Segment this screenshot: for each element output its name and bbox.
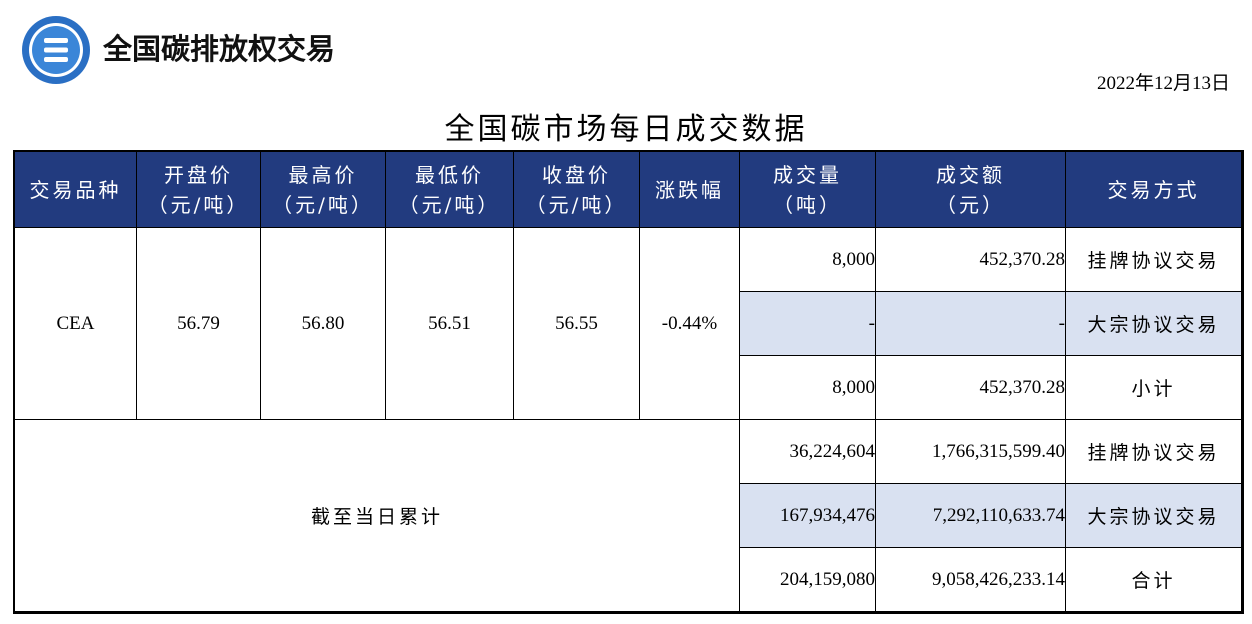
- header-high-label: 最高价: [288, 162, 358, 187]
- open-price-cell: 56.79: [136, 227, 261, 420]
- volume-cell: 167,934,476: [739, 483, 876, 548]
- header-low-unit: （元/吨）: [398, 192, 501, 217]
- cumulative-label: 截至当日累计: [14, 419, 740, 612]
- header-volume-unit: （吨）: [773, 192, 842, 217]
- high-price-cell: 56.80: [260, 227, 386, 420]
- product-cell: CEA: [14, 227, 137, 420]
- header-amount-unit: （元）: [936, 192, 1005, 217]
- trading-data-table: 交易品种 开盘价 （元/吨） 最高价 （元/吨） 最低价 （元/吨） 收盘价 （…: [14, 151, 1242, 612]
- change-cell: -0.44%: [639, 227, 740, 420]
- header-method: 交易方式: [1065, 151, 1242, 228]
- logo: [22, 16, 90, 84]
- header-close-unit: （元/吨）: [525, 192, 628, 217]
- page-title: 全国碳市场每日成交数据: [444, 112, 808, 147]
- header-close-label: 收盘价: [542, 162, 611, 187]
- header-volume: 成交量 （吨）: [739, 151, 876, 228]
- amount-cell: 1,766,315,599.40: [875, 419, 1066, 484]
- brand-name: 全国碳排放权交易: [103, 32, 336, 66]
- method-cell: 小计: [1065, 355, 1242, 420]
- volume-cell: 36,224,604: [739, 419, 876, 484]
- method-cell: 合计: [1065, 547, 1242, 612]
- daily-row: CEA 56.79 56.80 56.51 56.55 -0.44% 8,000…: [14, 227, 1242, 420]
- method-cell: 大宗协议交易: [1065, 483, 1242, 548]
- header-volume-label: 成交量: [773, 162, 842, 187]
- low-price-cell: 56.51: [385, 227, 514, 420]
- header-low-label: 最低价: [415, 162, 484, 187]
- cumulative-row: 截至当日累计 36,224,604 1,766,315,599.40 挂牌协议交…: [14, 419, 1242, 612]
- amount-cell: -: [875, 291, 1066, 356]
- amount-cell: 452,370.28: [875, 227, 1066, 292]
- header-low: 最低价 （元/吨）: [385, 151, 514, 228]
- method-cell: 挂牌协议交易: [1065, 227, 1242, 292]
- header-row: 交易品种 开盘价 （元/吨） 最高价 （元/吨） 最低价 （元/吨） 收盘价 （…: [14, 151, 1242, 228]
- daily-subtotal-row: 8,000 452,370.28 小计: [15, 355, 1242, 420]
- header-amount-label: 成交额: [936, 162, 1005, 187]
- amount-cell: 452,370.28: [875, 355, 1066, 420]
- header-high: 最高价 （元/吨）: [260, 151, 386, 228]
- header-change: 涨跌幅: [639, 151, 740, 228]
- cumulative-total-row: 204,159,080 9,058,426,233.14 合计: [15, 547, 1242, 612]
- header-open-label: 开盘价: [164, 162, 233, 187]
- report-date: 2022年12月13日: [1096, 73, 1230, 94]
- daily-row: - - 大宗协议交易: [15, 291, 1242, 356]
- volume-cell: 204,159,080: [739, 547, 876, 612]
- header-amount: 成交额 （元）: [875, 151, 1066, 228]
- header-open: 开盘价 （元/吨）: [136, 151, 261, 228]
- header-close: 收盘价 （元/吨）: [513, 151, 640, 228]
- volume-cell: -: [739, 291, 876, 356]
- amount-cell: 7,292,110,633.74: [875, 483, 1066, 548]
- header-product: 交易品种: [14, 151, 137, 228]
- volume-cell: 8,000: [739, 355, 876, 420]
- header-open-unit: （元/吨）: [147, 192, 250, 217]
- header-high-unit: （元/吨）: [272, 192, 374, 217]
- close-price-cell: 56.55: [513, 227, 640, 420]
- method-cell: 挂牌协议交易: [1065, 419, 1242, 484]
- method-cell: 大宗协议交易: [1065, 291, 1242, 356]
- amount-cell: 9,058,426,233.14: [875, 547, 1066, 612]
- volume-cell: 8,000: [739, 227, 876, 292]
